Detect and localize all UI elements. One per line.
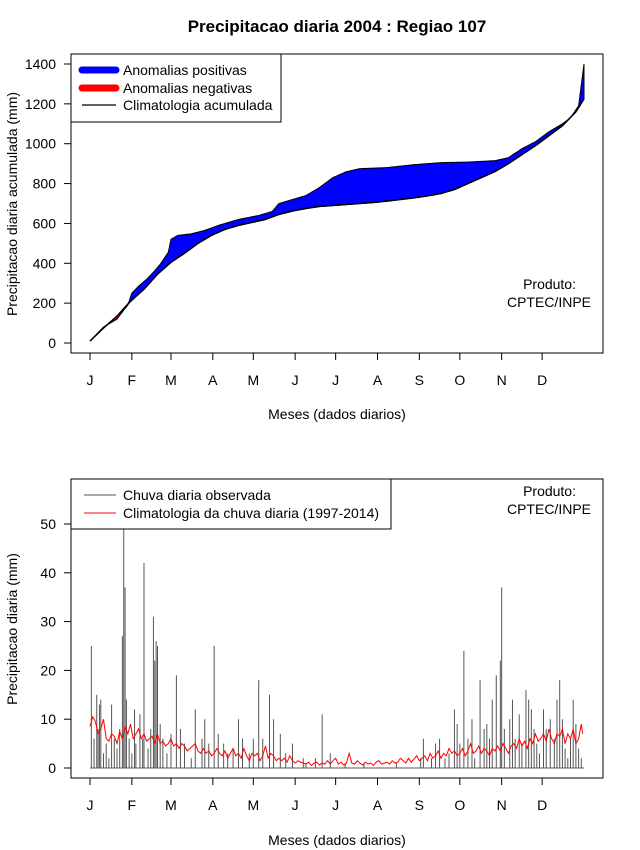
top-y-tick-label: 1200 <box>25 96 56 112</box>
bottom-x-tick-label: A <box>373 797 383 813</box>
top-y-tick-label: 600 <box>33 215 57 231</box>
daily-climatology-line <box>89 715 584 767</box>
top-x-tick-label: M <box>247 372 259 388</box>
top-x-tick-label: N <box>497 372 507 388</box>
top-y-tick-label: 0 <box>48 335 56 351</box>
top-x-tick-label: D <box>537 372 547 388</box>
bottom-x-tick-label: N <box>497 797 507 813</box>
bottom-legend: Chuva diaria observada Climatologia da c… <box>70 478 392 530</box>
top-x-tick-label: J <box>332 372 339 388</box>
top-x-tick-label: O <box>454 372 465 388</box>
top-x-tick-label: M <box>165 372 177 388</box>
top-x-tick-label: S <box>415 372 424 388</box>
top-x-tick-label: A <box>208 372 218 388</box>
bottom-y-tick-label: 10 <box>40 711 56 727</box>
bottom-x-axis-label: Meses (dados diarios) <box>268 832 406 848</box>
daily-precip-chart: 0 10 20 30 40 50 J F M A M J J A S O N D Precipitacao di… <box>4 478 604 848</box>
bottom-y-tick-label: 40 <box>40 565 56 581</box>
top-x-tick-label: J <box>87 372 94 388</box>
top-x-axis-label: Meses (dados diarios) <box>268 406 406 422</box>
top-y-tick-label: 400 <box>33 255 57 271</box>
bottom-x-tick-label: M <box>247 797 259 813</box>
bottom-x-tick-label: M <box>165 797 177 813</box>
cumulative-precip-chart: 0 200 400 600 800 1000 1200 1400 J F M A M J J A S O N D P… <box>4 53 604 422</box>
bottom-legend-box <box>70 478 392 530</box>
legend-label-climatology: Climatologia acumulada <box>123 97 273 113</box>
top-y-tick-label: 200 <box>33 295 57 311</box>
top-y-tick-label: 800 <box>33 176 57 192</box>
legend-label-negative: Anomalias negativas <box>123 80 252 96</box>
bottom-x-tick-label: J <box>87 797 94 813</box>
bottom-x-tick-label: J <box>332 797 339 813</box>
bottom-y-tick-label: 50 <box>40 516 56 532</box>
top-y-tick-label: 1400 <box>25 56 56 72</box>
legend-label-positive: Anomalias positivas <box>123 62 247 78</box>
bottom-product-label: Produto: <box>523 483 576 499</box>
legend-label-observed: Chuva diaria observada <box>123 487 271 503</box>
top-product-label: Produto: <box>523 276 576 292</box>
bottom-x-tick-label: D <box>537 797 547 813</box>
bottom-x-tick-label: J <box>292 797 299 813</box>
bottom-y-tick-label: 30 <box>40 614 56 630</box>
top-x-tick-label: J <box>292 372 299 388</box>
bottom-x-tick-label: S <box>415 797 424 813</box>
top-y-axis-label: Precipitacao diaria acumulada (mm) <box>4 92 20 316</box>
top-y-tick-label: 1000 <box>25 136 56 152</box>
bottom-x-tick-label: F <box>128 797 137 813</box>
bottom-product-source: CPTEC/INPE <box>507 501 591 517</box>
bottom-y-tick-label: 20 <box>40 662 56 678</box>
top-x-tick-label: A <box>373 372 383 388</box>
chart-title: Precipitacao diaria 2004 : Regiao 107 <box>188 17 487 36</box>
legend-label-climatology-daily: Climatologia da chuva diaria (1997-2014) <box>123 505 379 521</box>
bottom-y-tick-label: 0 <box>48 760 56 776</box>
climatology-line <box>89 98 585 342</box>
top-product-source: CPTEC/INPE <box>507 294 591 310</box>
top-x-tick-label: F <box>128 372 137 388</box>
bottom-x-tick-label: O <box>454 797 465 813</box>
top-legend: Anomalias positivas Anomalias negativas … <box>70 53 282 123</box>
bottom-x-tick-label: A <box>208 797 218 813</box>
bottom-y-axis-label: Precipitacao diaria (mm) <box>4 553 20 705</box>
